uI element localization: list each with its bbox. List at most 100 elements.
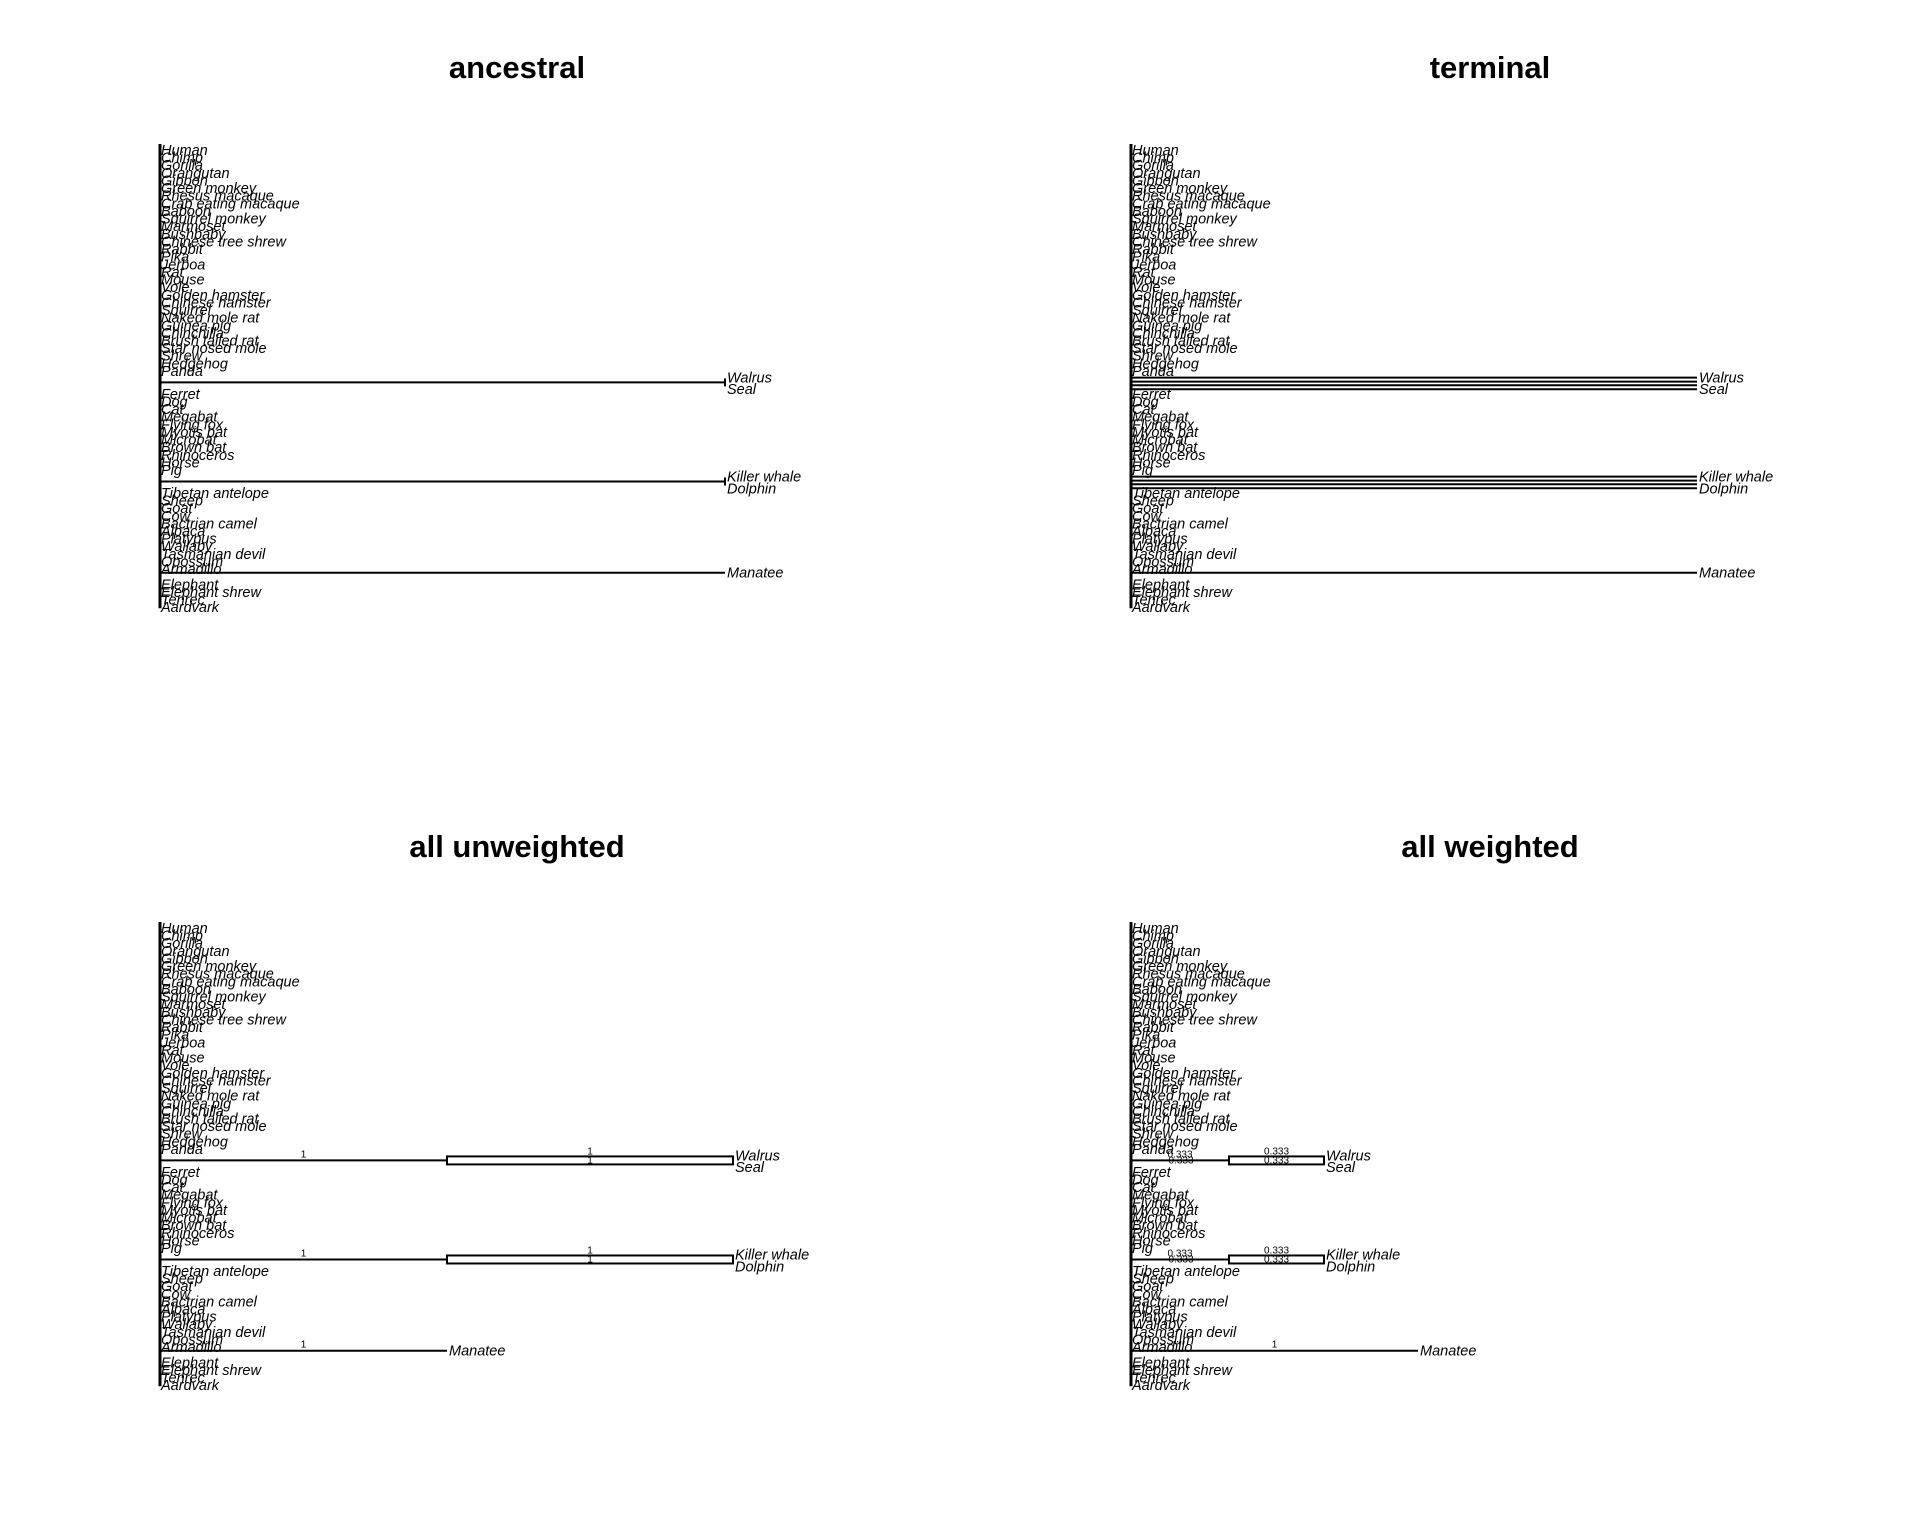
tip-label: Hedgehog <box>1132 356 1199 372</box>
tip-label: Tenrec <box>1132 1371 1177 1387</box>
tip-label: Gorilla <box>1132 936 1174 952</box>
tip-label: Chinese hamster <box>1132 295 1243 311</box>
tip-label: Sheep <box>1132 1272 1174 1288</box>
tip-label: Baboon <box>1132 204 1182 220</box>
tip-label: Shrew <box>1132 349 1175 365</box>
tip-label: Dolphin <box>1326 1259 1375 1275</box>
tip-label: Rabbit <box>161 1020 204 1036</box>
tip-label: Megabat <box>161 1188 218 1204</box>
tip-label: Marmoset <box>161 219 226 235</box>
clade-terminal-branches <box>446 1254 734 1265</box>
tip-label: Goat <box>1132 501 1164 517</box>
tip-label: Chinchilla <box>1132 1104 1195 1120</box>
tip-label: Platypus <box>1132 532 1188 548</box>
tip-label: Dog <box>1132 1172 1159 1188</box>
tip-label: Aardvark <box>160 1378 220 1394</box>
tip-label: Dog <box>161 1172 188 1188</box>
tip-label: Marmoset <box>161 997 226 1013</box>
tip-label: Pig <box>1132 1241 1153 1257</box>
stem-branch-label: 0.333 <box>1167 1149 1192 1160</box>
tip-label: Jerboa <box>1131 1035 1176 1051</box>
tip-label: Chinese tree shrew <box>1132 234 1258 250</box>
tip-label: Squirrel <box>161 303 212 319</box>
stem-branch-label: 0.333 <box>1168 1254 1193 1265</box>
tip-label: Mouse <box>161 1051 205 1067</box>
tip-label: Horse <box>1132 455 1171 471</box>
tip-label: Squirrel monkey <box>1132 990 1238 1006</box>
tip-label: Sheep <box>1132 494 1174 510</box>
manatee-branch-label: 1 <box>1272 1340 1278 1351</box>
tip-label: Chimp <box>161 929 203 945</box>
tip-label: Horse <box>161 1233 200 1249</box>
tip-label: Goat <box>1132 1279 1164 1295</box>
tip-label: Rat <box>1132 1043 1156 1059</box>
tree-panel-ancestral: ancestral HumanChimpGorillaOrangutanGibbo… <box>158 50 801 616</box>
tip-label: Goat <box>161 1279 193 1295</box>
tip-label: Gorilla <box>1132 158 1174 174</box>
tip-label: Flying fox <box>1132 417 1195 433</box>
tip-label: Tibetan antelope <box>161 1264 269 1280</box>
tree-panel-all-unweighted: all unweighted HumanChimpGorillaOrangutan… <box>158 829 809 1394</box>
tip-label: Panda <box>1132 364 1174 380</box>
tip-label: Elephant <box>1132 1355 1190 1371</box>
tip-label: Crab eating macaque <box>161 974 300 990</box>
terminal-branch-label: 0.333 <box>1264 1155 1289 1166</box>
tip-label: Pika <box>161 250 189 266</box>
tip-label: Star nosed mole <box>161 341 267 357</box>
tip-label: Squirrel monkey <box>161 990 267 1006</box>
tip-label: Chinese hamster <box>1132 1073 1243 1089</box>
tip-label: Dog <box>1132 394 1159 410</box>
tip-label: Rat <box>161 1043 185 1059</box>
tip-label: Microbat <box>161 433 218 449</box>
tip-label: Killer whale <box>1326 1248 1400 1264</box>
tip-label: Cow <box>161 509 192 525</box>
tip-label: Panda <box>161 1142 203 1158</box>
tip-label: Vole <box>1132 1058 1160 1074</box>
tip-label: Opossum <box>161 554 223 570</box>
tip-label: Crab eating macaque <box>161 196 300 212</box>
stem-branch-label: 1 <box>301 1149 307 1160</box>
tip-label: Rhesus macaque <box>161 967 274 983</box>
terminal-branch-label: 0.333 <box>1264 1254 1289 1265</box>
tip-label: Cat <box>1132 402 1156 418</box>
tip-label: Walrus <box>1699 371 1744 387</box>
tip-label: Rabbit <box>1132 1020 1175 1036</box>
tip-label: Tenrec <box>1132 593 1177 609</box>
tip-label: Pig <box>161 1241 182 1257</box>
tip-label: Microbat <box>1132 1211 1189 1227</box>
stem-branch-label: 1 <box>301 1248 307 1259</box>
tip-label: Chinchilla <box>161 326 224 342</box>
tip-label: Crab eating macaque <box>1132 974 1271 990</box>
tip-label: Elephant shrew <box>161 585 262 601</box>
tip-label: Chimp <box>1132 929 1174 945</box>
terminal-branch-label: 0.333 <box>1264 1245 1289 1256</box>
tip-label: Microbat <box>161 1211 218 1227</box>
tip-label: Star nosed mole <box>1132 1119 1238 1135</box>
tip-label: Green monkey <box>1132 959 1228 975</box>
tip-label: Pig <box>161 463 182 479</box>
tip-label: Rhinoceros <box>161 448 234 464</box>
tip-label: Rabbit <box>1132 242 1175 258</box>
tip-label: Baboon <box>1132 982 1182 998</box>
tip-label: Cow <box>1132 1287 1163 1303</box>
tip-label: Platypus <box>161 1310 217 1326</box>
tip-label: Manatee <box>1420 1344 1476 1360</box>
tip-label: Seal <box>1699 382 1729 398</box>
tip-label: Myotis bat <box>161 1203 228 1219</box>
tip-label: Mouse <box>161 273 205 289</box>
tip-label: Vole <box>1132 280 1160 296</box>
tip-label: Guinea pig <box>161 1096 231 1112</box>
tip-label: Sheep <box>161 1272 203 1288</box>
tip-label: Guinea pig <box>1132 1096 1202 1112</box>
tip-label: Seal <box>727 382 757 398</box>
tip-label: Human <box>161 921 208 937</box>
tip-label: Gibbon <box>1132 951 1179 967</box>
tip-label: Flying fox <box>161 1195 224 1211</box>
tip-label: Opossum <box>1132 554 1194 570</box>
tip-label: Brush tailed rat <box>161 1112 259 1128</box>
tip-label: Seal <box>735 1160 765 1176</box>
tip-label: Elephant <box>161 1355 219 1371</box>
tip-label: Opossum <box>1132 1332 1194 1348</box>
tip-label: Bactrian camel <box>1132 1294 1229 1310</box>
